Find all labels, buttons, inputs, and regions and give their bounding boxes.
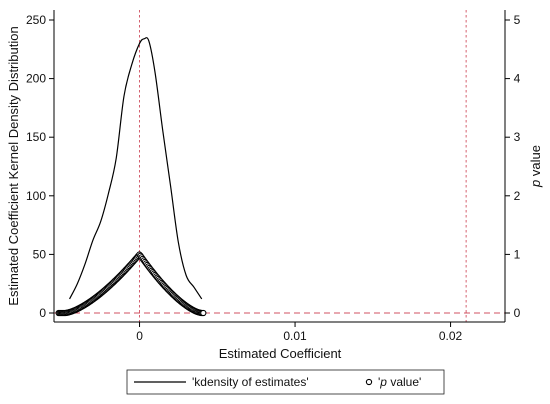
- legend-label-kdensity: 'kdensity of estimates': [192, 375, 309, 389]
- x-tick-label: 0: [136, 329, 143, 343]
- right-y-axis-title: p value: [528, 145, 543, 188]
- legend: 'kdensity of estimates' 'p value': [126, 369, 445, 395]
- left-y-tick-label: 200: [26, 72, 46, 86]
- left-y-tick-label: 50: [33, 247, 47, 261]
- left-y-tick-label: 150: [26, 130, 46, 144]
- legend-label-p-value-prefix: ': [378, 375, 380, 389]
- right-y-tick-label: 3: [514, 130, 521, 144]
- x-tick-label: 0.01: [283, 329, 307, 343]
- legend-box: [126, 369, 445, 395]
- right-y-tick-label: 0: [514, 306, 521, 320]
- p-value-point: [200, 309, 207, 317]
- right-y-axis-title-rest: value: [528, 145, 543, 180]
- legend-circle-swatch: [365, 378, 373, 386]
- left-y-axis-title: Estimated Coefficient Kernel Density Dis…: [6, 26, 21, 305]
- right-y-tick-label: 1: [514, 247, 521, 261]
- right-y-tick-label: 5: [514, 13, 521, 27]
- legend-label-p-value: 'p value': [378, 375, 421, 389]
- x-axis-title: Estimated Coefficient: [219, 346, 342, 361]
- left-y-tick-label: 250: [26, 13, 46, 27]
- kdensity-line: [69, 37, 203, 300]
- legend-label-p-value-rest: value': [387, 375, 421, 389]
- x-tick-label: 0.02: [439, 329, 463, 343]
- right-y-tick-label: 4: [514, 72, 521, 86]
- left-y-tick-label: 100: [26, 189, 46, 203]
- legend-label-p-value-italic: p: [379, 375, 387, 389]
- right-y-axis-title-italic: p: [528, 180, 543, 188]
- left-y-tick-label: 0: [39, 306, 46, 320]
- right-y-tick-label: 2: [514, 189, 521, 203]
